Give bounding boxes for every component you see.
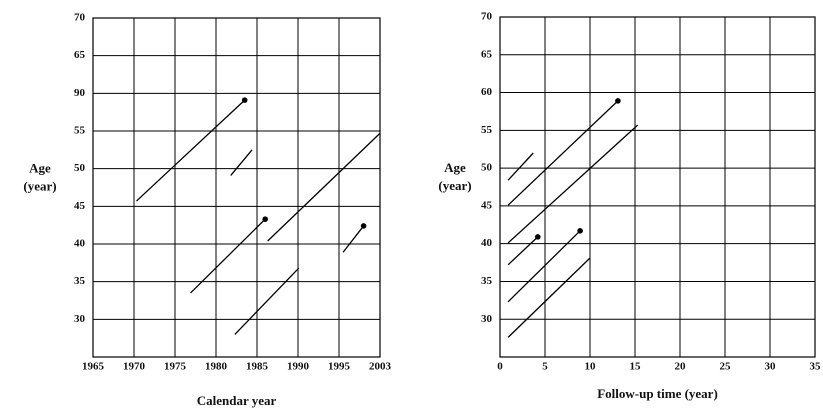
y-tick-label: 30 [481,313,493,325]
y-axis-title: Age [444,160,466,175]
y-tick-label: 45 [481,199,493,211]
segment-end-dot [262,216,269,222]
y-tick-label: 35 [74,275,86,287]
y-tick-label: 45 [74,200,86,212]
segment [507,100,619,206]
x-tick-label: 1970 [123,361,146,373]
y-tick-label: 60 [481,86,493,98]
segment-end-dot [241,97,248,103]
y-axis-title: (year) [438,178,471,193]
y-tick-label: 50 [74,162,86,174]
y-tick-label: 55 [74,125,86,137]
y-axis-title: Age [29,160,51,175]
segment [507,236,539,266]
segment-end-dot [577,228,583,234]
x-tick-label: 1980 [205,361,228,373]
y-tick-label: 40 [481,237,493,249]
segment [234,267,300,335]
y-tick-label: 65 [74,49,86,61]
x-tick-label: 1995 [328,361,351,373]
y-tick-label: 70 [481,11,493,23]
segment-end-dot [615,98,621,104]
segment-end-dot [535,234,541,240]
x-tick-label: 5 [542,361,548,373]
segment [267,132,381,242]
x-tick-label: 25 [720,361,732,373]
y-tick-label: 65 [481,48,493,60]
plot-frame [499,16,816,358]
segment [507,257,591,338]
y-tick-label: 50 [481,162,493,174]
segment [342,225,365,253]
x-tick-label: 1985 [246,361,269,373]
segment [230,149,253,176]
x-axis-title: Calendar year [197,393,277,408]
x-tick-label: 2003 [369,361,392,373]
y-tick-label: 55 [481,124,493,136]
segment [507,230,581,303]
x-tick-label: 10 [585,361,597,373]
y-tick-label: 40 [74,238,86,250]
y-axis-title: (year) [23,178,56,193]
y-tick-label: 90 [74,87,86,99]
x-tick-label: 30 [765,361,777,373]
x-tick-label: 0 [497,361,503,373]
x-axis-title: Follow-up time (year) [597,386,718,401]
y-tick-label: 70 [74,12,86,24]
x-tick-label: 20 [675,361,687,373]
segment [507,124,639,244]
x-tick-label: 1975 [164,361,187,373]
y-tick-label: 30 [74,313,86,325]
x-tick-label: 1990 [287,361,310,373]
x-tick-label: 15 [630,361,642,373]
plot-frame [92,17,381,358]
y-tick-label: 35 [481,275,493,287]
segment [190,218,266,294]
segment [507,152,534,181]
segment-end-dot [360,223,367,229]
x-tick-label: 1965 [82,361,105,373]
segment [136,99,246,202]
x-tick-label: 35 [810,361,822,373]
